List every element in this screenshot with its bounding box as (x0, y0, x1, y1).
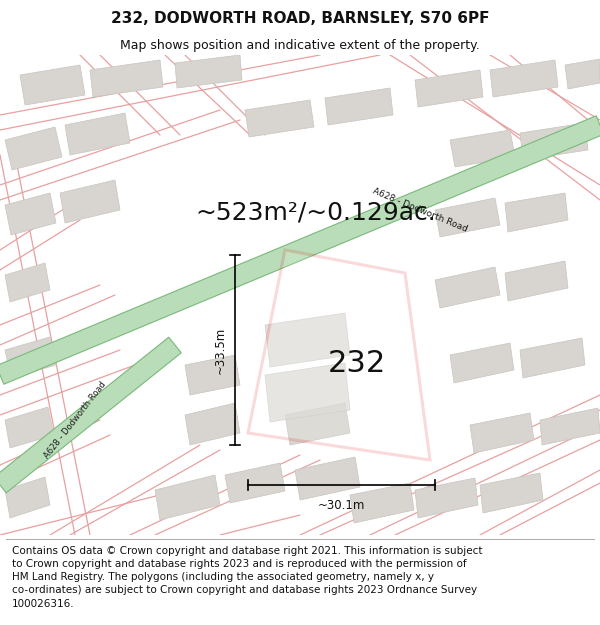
Polygon shape (450, 130, 515, 167)
Polygon shape (505, 193, 568, 232)
Polygon shape (5, 337, 56, 378)
Text: ~30.1m: ~30.1m (318, 499, 365, 512)
Polygon shape (225, 463, 285, 503)
Polygon shape (470, 413, 534, 453)
Polygon shape (350, 483, 414, 523)
Text: ~33.5m: ~33.5m (214, 326, 227, 374)
Polygon shape (265, 363, 350, 422)
Text: A628 - Dodworth Road: A628 - Dodworth Road (371, 186, 469, 234)
Polygon shape (505, 261, 568, 301)
Polygon shape (565, 59, 600, 89)
Text: A628 - Dodworth Road: A628 - Dodworth Road (42, 380, 108, 460)
Polygon shape (435, 198, 500, 237)
Text: Map shows position and indicative extent of the property.: Map shows position and indicative extent… (120, 39, 480, 51)
Polygon shape (5, 263, 50, 302)
Polygon shape (435, 267, 500, 308)
Polygon shape (5, 477, 50, 518)
Text: 232: 232 (328, 349, 386, 379)
Text: Contains OS data © Crown copyright and database right 2021. This information is : Contains OS data © Crown copyright and d… (12, 546, 482, 609)
Text: 232, DODWORTH ROAD, BARNSLEY, S70 6PF: 232, DODWORTH ROAD, BARNSLEY, S70 6PF (111, 11, 489, 26)
Polygon shape (65, 113, 130, 155)
Polygon shape (175, 55, 242, 88)
Polygon shape (325, 88, 393, 125)
Polygon shape (60, 180, 120, 223)
Polygon shape (285, 403, 350, 445)
Polygon shape (5, 127, 62, 170)
Polygon shape (295, 457, 360, 500)
Polygon shape (490, 60, 558, 97)
Text: ~523m²/~0.129ac.: ~523m²/~0.129ac. (195, 201, 436, 225)
Polygon shape (185, 403, 240, 445)
Polygon shape (20, 65, 85, 105)
Polygon shape (5, 407, 54, 448)
Polygon shape (0, 116, 600, 384)
Polygon shape (415, 70, 483, 107)
Polygon shape (0, 338, 181, 492)
Polygon shape (265, 313, 350, 367)
Polygon shape (480, 473, 543, 513)
Polygon shape (5, 193, 56, 235)
Polygon shape (415, 478, 478, 518)
Polygon shape (185, 355, 240, 395)
Polygon shape (520, 338, 585, 378)
Polygon shape (155, 475, 220, 520)
Polygon shape (520, 123, 588, 160)
Polygon shape (248, 250, 430, 460)
Polygon shape (450, 343, 514, 383)
Polygon shape (540, 408, 600, 445)
Polygon shape (245, 100, 314, 137)
Polygon shape (90, 60, 163, 97)
